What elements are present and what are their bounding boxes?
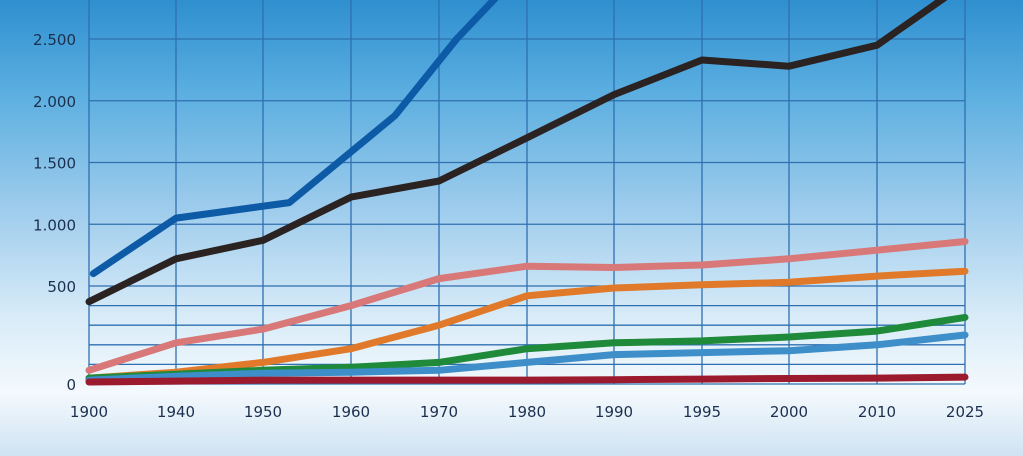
series-line-1 <box>89 0 499 278</box>
y-tick-label: 2.500 <box>33 31 76 49</box>
y-axis: 0 500 1.000 1.500 2.000 2.500 <box>33 31 76 394</box>
series-line-2 <box>85 0 948 306</box>
y-tick-label: 1.000 <box>33 216 76 234</box>
x-tick-label: 1940 <box>157 403 195 421</box>
x-tick-label: 1995 <box>683 403 721 421</box>
series-line-6 <box>85 331 969 384</box>
x-tick-label: 1980 <box>508 403 546 421</box>
x-axis: 1900 1940 1950 1960 1970 1980 1990 1995 2000 2010… <box>70 403 984 421</box>
x-tick-label: 1990 <box>595 403 633 421</box>
y-tick-label: 0 <box>66 376 76 394</box>
series-line-4 <box>85 267 969 382</box>
x-tick-label: 1970 <box>420 403 458 421</box>
x-tick-label: 1950 <box>244 403 282 421</box>
series-line-7 <box>85 373 969 386</box>
y-tick-label: 500 <box>47 278 76 296</box>
x-tick-label: 1900 <box>70 403 108 421</box>
series-line-3 <box>85 238 969 374</box>
x-tick-label: 2010 <box>858 403 896 421</box>
x-tick-label: 2000 <box>770 403 808 421</box>
y-tick-label: 1.500 <box>33 155 76 173</box>
y-tick-label: 2.000 <box>33 93 76 111</box>
chart-series <box>85 0 969 386</box>
x-tick-label: 1960 <box>332 403 370 421</box>
x-tick-label: 2025 <box>946 403 984 421</box>
